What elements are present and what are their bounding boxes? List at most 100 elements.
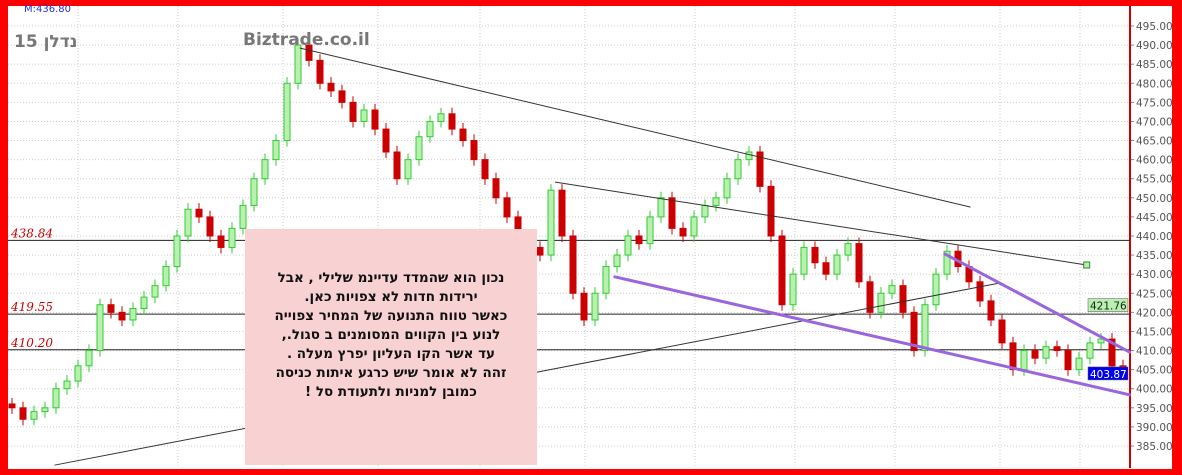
- candle-body: [635, 235, 643, 245]
- y-tick-label: 490.00: [1136, 40, 1173, 52]
- candle-body: [701, 204, 709, 218]
- candle-body: [195, 208, 203, 218]
- y-tick-label: 465.00: [1136, 136, 1173, 148]
- candle: [41, 401, 49, 418]
- y-tick-label: 415.00: [1136, 326, 1173, 338]
- candle: [701, 199, 709, 224]
- candle: [734, 153, 742, 185]
- candle-body: [448, 113, 456, 130]
- candle-body: [503, 197, 511, 218]
- candle: [1053, 340, 1061, 357]
- candle-body: [415, 136, 423, 161]
- candle-body: [778, 235, 786, 306]
- candle: [492, 172, 500, 204]
- candle-body: [63, 380, 71, 390]
- candle-body: [118, 311, 126, 321]
- candle-body: [239, 204, 247, 229]
- candle-body: [107, 304, 115, 313]
- candle: [349, 96, 357, 128]
- candle-body: [459, 128, 467, 142]
- candle-body: [492, 178, 500, 199]
- candle: [52, 382, 60, 414]
- candle-body: [723, 178, 731, 199]
- candle-body: [19, 407, 27, 420]
- candle: [261, 153, 269, 185]
- candle: [503, 191, 511, 224]
- candle-body: [470, 140, 478, 161]
- candle-body: [932, 273, 940, 306]
- candle: [129, 302, 137, 327]
- candle-body: [855, 243, 863, 283]
- note-line: נכון הוא שהמדד עדיינמ שלילי , אבל: [277, 270, 505, 286]
- y-tick-label: 395.00: [1136, 403, 1173, 415]
- candle: [635, 229, 643, 250]
- candle: [866, 275, 874, 319]
- note-line: כמובן למניות ולתעודת סל !: [305, 384, 477, 400]
- candle: [800, 241, 808, 281]
- candle-body: [811, 246, 819, 264]
- candle-body: [349, 101, 357, 122]
- candle: [382, 122, 390, 159]
- y-tick-label: 405.00: [1136, 365, 1173, 377]
- candle: [360, 103, 368, 128]
- candle: [888, 279, 896, 300]
- candle-body: [206, 216, 214, 237]
- candle-body: [1053, 346, 1061, 352]
- candle-body: [151, 285, 159, 298]
- trendline: [554, 181, 1088, 266]
- note-line: זהה לא אומר שיש כרגע איתות כניסה: [275, 365, 507, 381]
- candle: [459, 122, 467, 147]
- price-badge-label: 403.87: [1090, 369, 1127, 381]
- candle: [30, 405, 38, 426]
- candle: [195, 203, 203, 224]
- candle: [1031, 344, 1039, 365]
- candle: [415, 130, 423, 166]
- candle-body: [1108, 338, 1116, 367]
- candle: [1108, 332, 1116, 372]
- candle: [690, 210, 698, 243]
- price-badge-label: 421.76: [1090, 301, 1127, 313]
- candle: [822, 256, 830, 281]
- y-tick-label: 385.00: [1136, 441, 1173, 453]
- candle: [932, 268, 940, 311]
- note-line: לנוע בין הקווים המסומנים ב סגול.,: [281, 327, 501, 343]
- y-tick-label: 450.00: [1136, 193, 1173, 205]
- candle-body: [679, 227, 687, 237]
- candle-body: [173, 235, 181, 268]
- candle-body: [624, 235, 632, 256]
- candle-body: [316, 59, 324, 84]
- candle: [745, 145, 753, 166]
- candle: [74, 359, 82, 388]
- y-tick-label: 455.00: [1136, 174, 1173, 186]
- candle-body: [690, 216, 698, 237]
- candle: [1075, 352, 1083, 376]
- candle: [184, 203, 192, 243]
- trendline: [613, 275, 1132, 397]
- candle-body: [800, 246, 808, 275]
- y-tick-label: 485.00: [1136, 59, 1173, 71]
- candle: [844, 237, 852, 262]
- candle-body: [591, 292, 599, 321]
- candle: [657, 191, 665, 224]
- max-label: M:436.80: [24, 4, 71, 15]
- candle-body: [987, 300, 995, 321]
- candle: [558, 184, 566, 243]
- candle: [118, 306, 126, 327]
- y-tick-label: 460.00: [1136, 155, 1173, 167]
- candle: [371, 103, 379, 136]
- candle: [217, 229, 225, 254]
- candle: [602, 260, 610, 300]
- candle: [536, 241, 544, 262]
- candle: [767, 180, 775, 243]
- candle: [448, 107, 456, 136]
- candle-body: [437, 113, 445, 122]
- candle-body: [360, 109, 368, 122]
- candle: [723, 172, 731, 204]
- candle: [338, 84, 346, 109]
- candle-body: [250, 178, 258, 206]
- candle-body: [393, 151, 401, 180]
- trendline-end-marker: [1083, 261, 1091, 269]
- candle: [1064, 344, 1072, 376]
- candle: [613, 248, 621, 273]
- candle-body: [140, 296, 148, 310]
